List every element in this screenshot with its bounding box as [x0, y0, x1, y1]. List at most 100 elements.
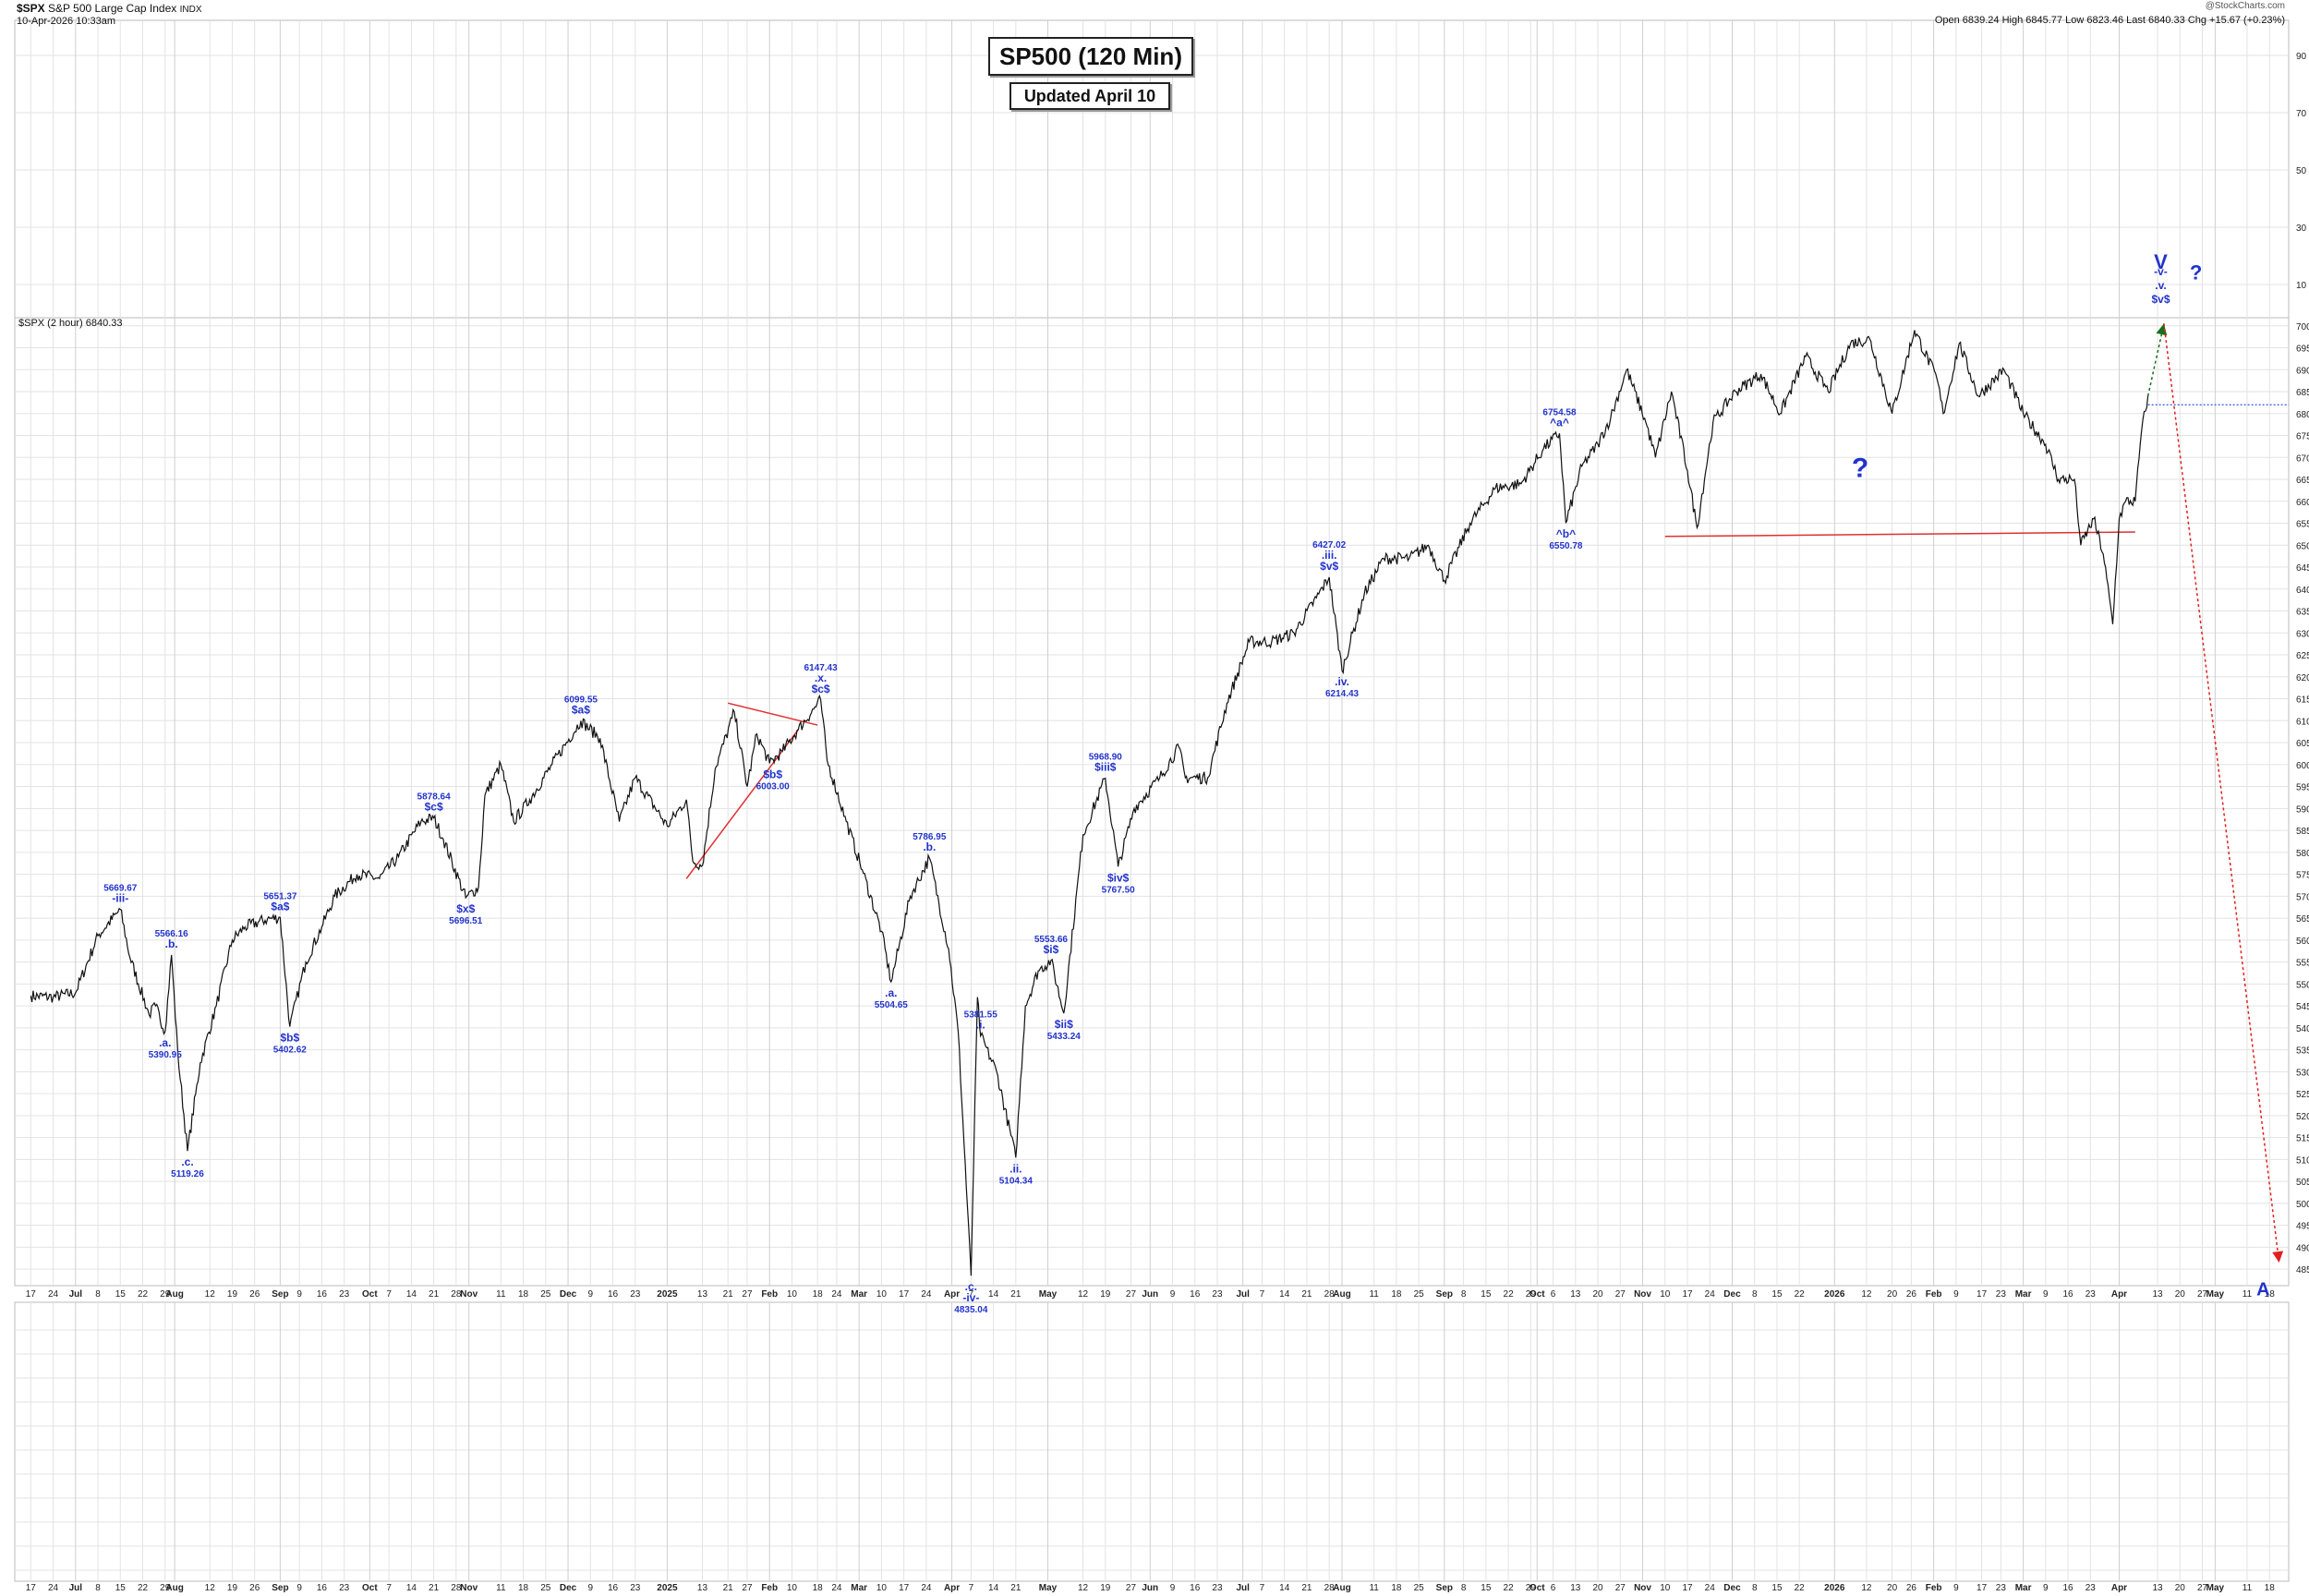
x-tick-label: 23	[1996, 1289, 2007, 1300]
x-tick-label: 29	[160, 1583, 171, 1593]
x-tick-label: Feb	[761, 1289, 778, 1300]
x-tick-label: 13	[697, 1289, 708, 1300]
x-tick-label: 8	[1461, 1583, 1467, 1593]
x-tick-label: 27	[1126, 1289, 1137, 1300]
wave-label: $iv$	[1107, 871, 1130, 884]
copyright: @StockCharts.com	[2205, 1, 2285, 11]
y-tick-label: 6850	[2296, 388, 2309, 398]
y-tick-label: 6800	[2296, 410, 2309, 420]
x-tick-label: 21	[1301, 1289, 1312, 1300]
x-tick-label: 19	[1100, 1583, 1111, 1593]
wave-label: $c$	[425, 800, 443, 813]
x-tick-label: 27	[742, 1583, 753, 1593]
x-tick-label: 21	[1301, 1583, 1312, 1593]
wave-label: 5504.65	[875, 1000, 909, 1010]
x-tick-label: 14	[988, 1289, 999, 1300]
x-tick-label: 18	[1391, 1583, 1402, 1593]
projection-line	[2163, 323, 2280, 1264]
x-tick-label: 12	[1078, 1289, 1089, 1300]
y-tick-label: 5000	[2296, 1200, 2309, 1210]
x-tick-label: Apr	[2111, 1289, 2127, 1300]
y-tick-label: 5800	[2296, 849, 2309, 859]
big-wave-label: A	[2256, 1280, 2269, 1300]
x-tick-label: 15	[1771, 1289, 1783, 1300]
x-tick-label: 17	[1977, 1583, 1988, 1593]
x-tick-label: Apr	[944, 1289, 960, 1300]
x-tick-label: 11	[2243, 1583, 2253, 1593]
x-tick-label: Jul	[69, 1583, 83, 1593]
y-tick-label: 6650	[2296, 476, 2309, 486]
y-tick-label: 5300	[2296, 1068, 2309, 1078]
x-tick-label: 28	[451, 1583, 462, 1593]
x-tick-label: 11	[1369, 1289, 1379, 1300]
y-tick-label: 5900	[2296, 804, 2309, 815]
x-tick-label: Oct	[1529, 1583, 1545, 1593]
y-tick-label: 5400	[2296, 1024, 2309, 1034]
x-tick-label: 21	[723, 1583, 734, 1593]
x-tick-label: 10	[787, 1583, 798, 1593]
x-tick-label: 8	[1752, 1289, 1758, 1300]
x-tick-label: Aug	[165, 1583, 183, 1593]
x-tick-label: 17	[899, 1583, 910, 1593]
wave-label: $c$	[812, 683, 830, 695]
x-tick-label: 16	[317, 1583, 328, 1593]
x-tick-label: 14	[988, 1583, 999, 1593]
y-tick-label: 6450	[2296, 563, 2309, 574]
upper-tick-label: 50	[2296, 166, 2307, 176]
x-tick-label: 10	[1660, 1583, 1671, 1593]
symbol: $SPX	[17, 2, 45, 15]
x-tick-label: 22	[1504, 1289, 1515, 1300]
x-tick-label: 24	[921, 1289, 932, 1300]
x-tick-label: 9	[296, 1583, 302, 1593]
x-tick-label: 11	[2243, 1289, 2253, 1300]
x-tick-label: 28	[1324, 1289, 1336, 1300]
wave-label: 6754.58	[1542, 407, 1577, 417]
y-tick-label: 6550	[2296, 520, 2309, 530]
x-tick-label: 20	[1592, 1289, 1603, 1300]
x-tick-label: Dec	[1723, 1289, 1741, 1300]
x-tick-label: 12	[1861, 1289, 1872, 1300]
wave-label: $i$	[1044, 943, 1059, 956]
x-tick-label: 13	[2152, 1289, 2163, 1300]
x-tick-label: 10	[876, 1583, 888, 1593]
wave-label: 5381.55	[964, 1010, 998, 1021]
x-tick-label: 18	[518, 1583, 529, 1593]
x-tick-label: May	[1039, 1289, 1058, 1300]
x-tick-label: 21	[1010, 1583, 1022, 1593]
x-tick-label: Feb	[1926, 1583, 1942, 1593]
wave-label: 5402.62	[273, 1046, 308, 1056]
x-tick-label: 28	[451, 1289, 462, 1300]
y-tick-label: 6050	[2296, 739, 2309, 749]
y-tick-label: 5050	[2296, 1178, 2309, 1188]
x-tick-label: Dec	[560, 1289, 577, 1300]
x-tick-label: Nov	[1634, 1289, 1651, 1300]
y-tick-label: 5850	[2296, 827, 2309, 837]
x-tick-label: 6	[1551, 1289, 1556, 1300]
x-tick-label: 13	[697, 1583, 708, 1593]
x-tick-label: 18	[813, 1583, 824, 1593]
x-tick-label: Sep	[1436, 1583, 1453, 1593]
x-tick-label: 16	[1190, 1289, 1201, 1300]
x-tick-label: 9	[2043, 1289, 2049, 1300]
x-tick-label: 25	[540, 1583, 551, 1593]
x-tick-label: Dec	[560, 1583, 577, 1593]
x-tick-label: 23	[339, 1289, 350, 1300]
x-tick-label: Jul	[1236, 1289, 1250, 1300]
wave-label: 5696.51	[449, 916, 483, 926]
x-tick-label: 10	[787, 1289, 798, 1300]
x-tick-label: 19	[1100, 1289, 1111, 1300]
wave-label: 6427.02	[1312, 540, 1347, 550]
x-tick-label: May	[1039, 1583, 1058, 1593]
x-tick-label: 15	[1481, 1583, 1492, 1593]
big-wave-label: ?	[2190, 260, 2202, 284]
x-tick-label: Jul	[1236, 1583, 1250, 1593]
axis-ticks: 7000695069006850680067506700665066006550…	[26, 52, 2309, 1593]
ohlc-readout: Open 6839.24 High 6845.77 Low 6823.46 La…	[1934, 15, 2285, 26]
x-tick-label: 22	[1504, 1583, 1515, 1593]
x-tick-label: 20	[1887, 1289, 1898, 1300]
x-tick-label: 8	[95, 1289, 101, 1300]
chart-title: SP500 (120 Min)	[988, 37, 1193, 76]
exchange: INDX	[179, 5, 202, 15]
